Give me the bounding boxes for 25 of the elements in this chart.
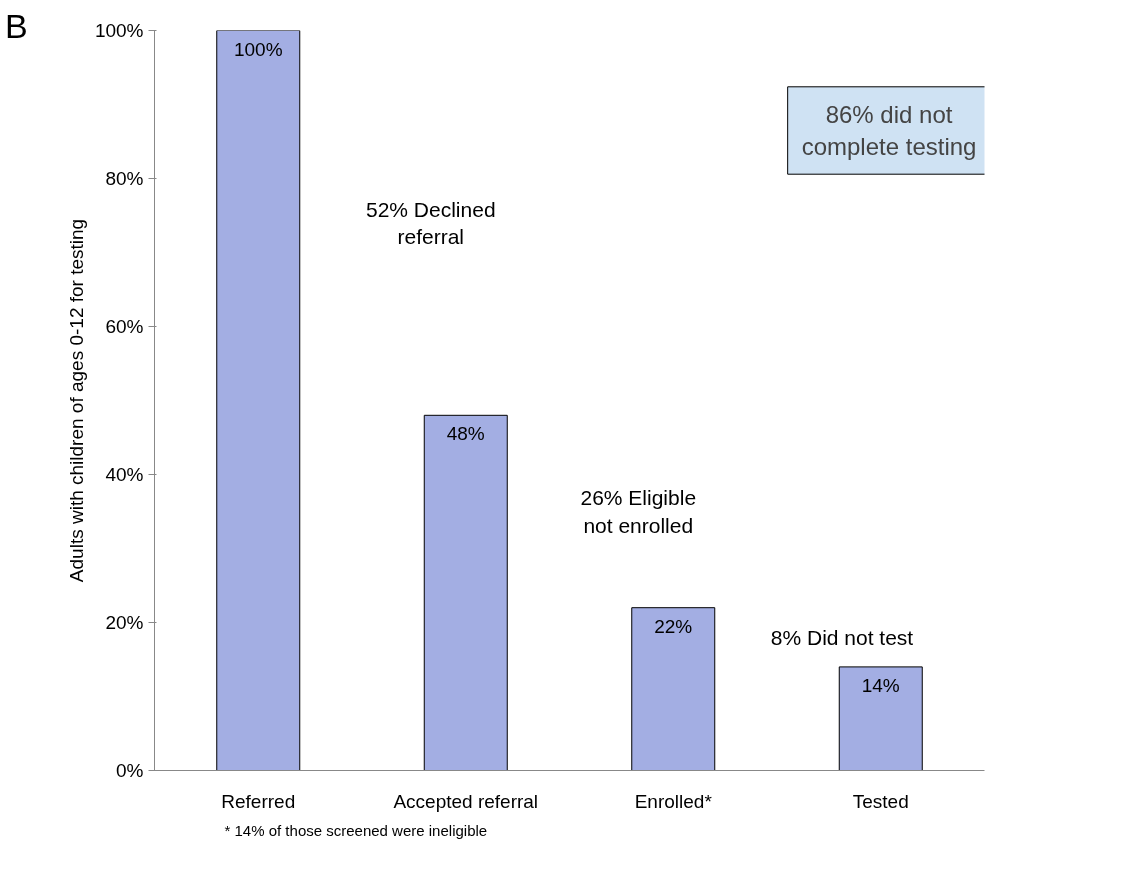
- bar: [838, 666, 923, 771]
- annotation: 8% Did not test: [770, 625, 914, 649]
- y-tick-label: 60%: [105, 316, 144, 337]
- data-label: 100%: [233, 38, 283, 60]
- annotation: 86% did not complete testing: [801, 100, 977, 161]
- y-tick-label: 20%: [105, 612, 144, 633]
- text: B: [5, 7, 28, 45]
- x-tick-label: Referred: [221, 790, 296, 812]
- text: * 14% of those screened were ineligible: [224, 821, 488, 839]
- x-tick-label: Accepted referral: [393, 790, 539, 812]
- annotation: 26% Eligible not enrolled: [580, 486, 697, 537]
- y-axis-title: Adults with children of ages 0-12 for testing: [65, 218, 87, 583]
- y-tick-label: 40%: [105, 464, 144, 485]
- bar: [423, 414, 508, 771]
- annotation: 52% Declined referral: [365, 197, 496, 249]
- data-label: 14%: [861, 674, 900, 696]
- y-tick-label: 80%: [105, 168, 144, 189]
- y-tick-label: 0%: [116, 760, 144, 781]
- y-tick-label: 100%: [94, 20, 144, 41]
- x-tick-label: Tested: [852, 790, 909, 812]
- data-label: 22%: [654, 615, 693, 637]
- x-tick-label: Enrolled*: [634, 790, 713, 812]
- bar: [631, 607, 716, 771]
- data-label: 48%: [446, 423, 485, 445]
- bar: [216, 30, 301, 771]
